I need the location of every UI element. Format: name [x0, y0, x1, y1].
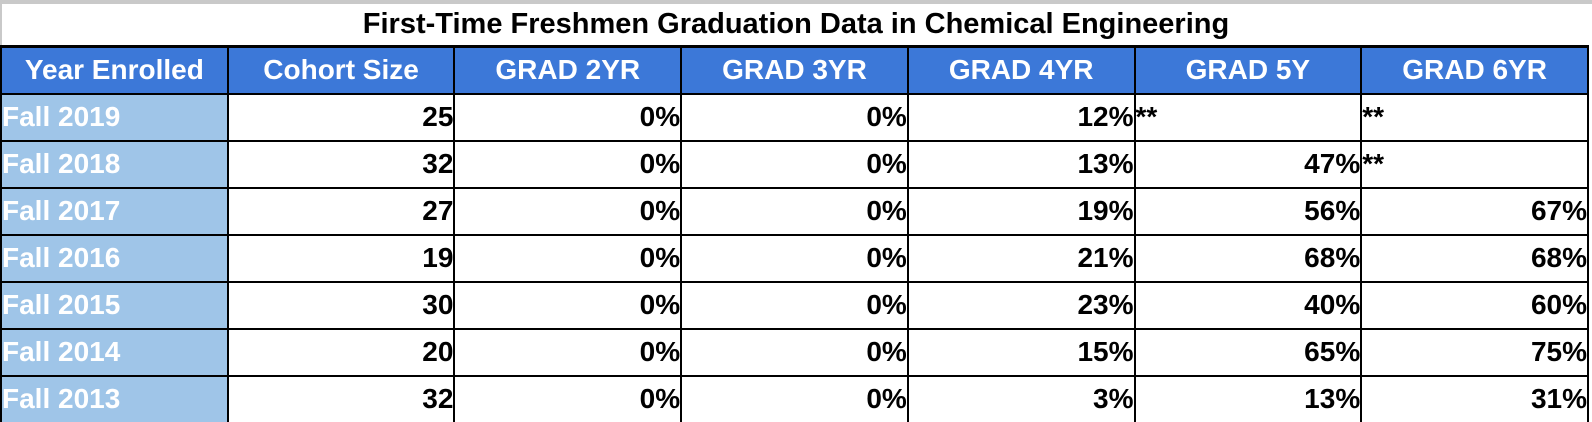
- grad-2yr-cell: 0%: [453, 327, 683, 377]
- grad-3yr-cell: 0%: [680, 327, 909, 377]
- column-header-cohort-size: Cohort Size: [226, 45, 456, 95]
- grad-4yr-cell: 19%: [906, 186, 1136, 236]
- table-row-fall-2013: Fall 2013 32 0% 0% 3% 13% 31%: [0, 374, 1589, 422]
- cohort-size-cell: 20: [226, 327, 456, 377]
- grad-5y-cell: 68%: [1133, 233, 1363, 283]
- column-header-year-enrolled: Year Enrolled: [0, 45, 229, 95]
- grad-4yr-cell: 23%: [906, 280, 1136, 330]
- table-row-fall-2014: Fall 2014 20 0% 0% 15% 65% 75%: [0, 327, 1589, 377]
- grad-5y-cell: 13%: [1133, 374, 1363, 422]
- grad-2yr-cell: 0%: [453, 233, 683, 283]
- window-top-edge: [0, 0, 1592, 4]
- cohort-size-cell: 32: [226, 139, 456, 189]
- column-header-grad-6yr: GRAD 6YR: [1360, 45, 1589, 95]
- year-cell: Fall 2018: [0, 139, 229, 189]
- column-header-grad-5y: GRAD 5Y: [1133, 45, 1363, 95]
- table-row-fall-2016: Fall 2016 19 0% 0% 21% 68% 68%: [0, 233, 1589, 283]
- table-row-fall-2019: Fall 2019 25 0% 0% 12% ** **: [0, 92, 1589, 142]
- grad-5y-cell: 40%: [1133, 280, 1363, 330]
- year-cell: Fall 2016: [0, 233, 229, 283]
- cohort-size-cell: 25: [226, 92, 456, 142]
- grad-6yr-cell: **: [1360, 92, 1589, 142]
- grad-2yr-cell: 0%: [453, 186, 683, 236]
- grad-3yr-cell: 0%: [680, 280, 909, 330]
- table-title-row: First-Time Freshmen Graduation Data in C…: [0, 4, 1592, 45]
- grad-5y-cell: **: [1133, 92, 1363, 142]
- grad-2yr-cell: 0%: [453, 92, 683, 142]
- grad-5y-cell: 65%: [1133, 327, 1363, 377]
- grad-6yr-cell: 60%: [1360, 280, 1589, 330]
- column-header-grad-2yr: GRAD 2YR: [453, 45, 683, 95]
- grad-3yr-cell: 0%: [680, 92, 909, 142]
- grad-4yr-cell: 12%: [906, 92, 1136, 142]
- year-cell: Fall 2017: [0, 186, 229, 236]
- grad-3yr-cell: 0%: [680, 233, 909, 283]
- grad-4yr-cell: 3%: [906, 374, 1136, 422]
- grad-2yr-cell: 0%: [453, 280, 683, 330]
- grad-5y-cell: 56%: [1133, 186, 1363, 236]
- grad-4yr-cell: 21%: [906, 233, 1136, 283]
- grad-2yr-cell: 0%: [453, 374, 683, 422]
- grad-2yr-cell: 0%: [453, 139, 683, 189]
- grad-6yr-cell: 75%: [1360, 327, 1589, 377]
- grad-4yr-cell: 13%: [906, 139, 1136, 189]
- grad-6yr-cell: 31%: [1360, 374, 1589, 422]
- table-row-fall-2018: Fall 2018 32 0% 0% 13% 47% **: [0, 139, 1589, 189]
- window-left-edge: [0, 0, 2, 45]
- grad-4yr-cell: 15%: [906, 327, 1136, 377]
- cohort-size-cell: 30: [226, 280, 456, 330]
- year-cell: Fall 2019: [0, 92, 229, 142]
- grad-6yr-cell: **: [1360, 139, 1589, 189]
- column-header-grad-4yr: GRAD 4YR: [906, 45, 1136, 95]
- cohort-size-cell: 19: [226, 233, 456, 283]
- grad-3yr-cell: 0%: [680, 374, 909, 422]
- grad-6yr-cell: 68%: [1360, 233, 1589, 283]
- table-title: First-Time Freshmen Graduation Data in C…: [362, 8, 1230, 40]
- year-cell: Fall 2014: [0, 327, 229, 377]
- column-header-grad-3yr: GRAD 3YR: [680, 45, 909, 95]
- graduation-data-table: Year Enrolled Cohort Size GRAD 2YR GRAD …: [0, 45, 1589, 422]
- year-cell: Fall 2015: [0, 280, 229, 330]
- grad-3yr-cell: 0%: [680, 186, 909, 236]
- header-row: Year Enrolled Cohort Size GRAD 2YR GRAD …: [0, 45, 1589, 95]
- grad-6yr-cell: 67%: [1360, 186, 1589, 236]
- cohort-size-cell: 32: [226, 374, 456, 422]
- table-row-fall-2015: Fall 2015 30 0% 0% 23% 40% 60%: [0, 280, 1589, 330]
- grad-5y-cell: 47%: [1133, 139, 1363, 189]
- year-cell: Fall 2013: [0, 374, 229, 422]
- cohort-size-cell: 27: [226, 186, 456, 236]
- grad-3yr-cell: 0%: [680, 139, 909, 189]
- table-row-fall-2017: Fall 2017 27 0% 0% 19% 56% 67%: [0, 186, 1589, 236]
